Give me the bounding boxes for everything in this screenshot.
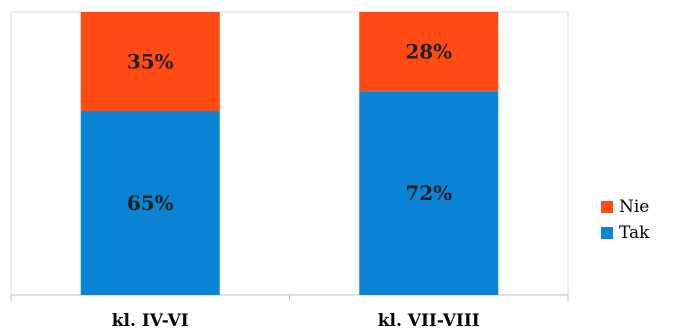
legend-swatch — [601, 227, 613, 239]
bar-nie-2 — [359, 12, 499, 92]
data-label-tak-1: 65% — [127, 191, 174, 215]
bar-tak-2 — [359, 91, 499, 296]
legend-label: Tak — [619, 223, 650, 243]
x-tick-label: kl. IV-VI — [112, 311, 189, 331]
bar-nie-1 — [80, 12, 220, 112]
legend-swatch — [601, 201, 613, 213]
legend-label: Nie — [619, 197, 650, 217]
legend: Nie Tak — [601, 194, 649, 246]
x-tick-label: kl. VII-VIII — [378, 311, 480, 331]
data-label-nie-1: 35% — [127, 50, 174, 74]
data-label-nie-2: 28% — [405, 40, 452, 64]
legend-item-nie: Nie — [601, 194, 649, 220]
legend-item-tak: Tak — [601, 220, 649, 246]
bar-tak-1 — [80, 111, 220, 295]
data-label-tak-2: 72% — [405, 181, 452, 205]
